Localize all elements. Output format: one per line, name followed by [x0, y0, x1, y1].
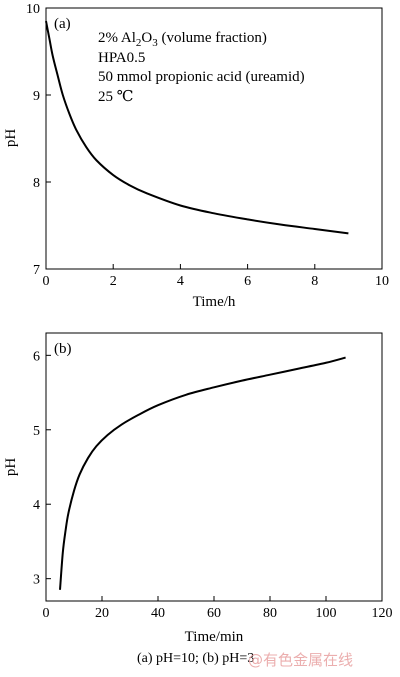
x-tick-label-a: 8 — [311, 274, 318, 289]
panel-label-a: (a) — [54, 16, 71, 32]
annotation-alumina-suffix: (volume fraction) — [158, 30, 267, 46]
x-tick-label-b: 0 — [43, 606, 50, 621]
annotation-alumina-prefix: 2% Al — [98, 30, 136, 46]
x-tick-label-a: 10 — [375, 274, 389, 289]
x-tick-label-b: 80 — [263, 606, 277, 621]
panel-b: 0 20 40 60 80 100 120 3 4 5 6 (b) Time/min pH — [3, 332, 393, 645]
annotation-line-4: 25 ℃ — [98, 89, 134, 105]
annotation-alumina-mid: O — [141, 30, 152, 46]
series-line-a — [45, 20, 349, 235]
y-tick-label-a: 9 — [33, 89, 40, 104]
y-axis-label-b: pH — [3, 458, 19, 477]
annotation-alumina-sub2: 3 — [152, 37, 158, 49]
x-tick-label-a: 4 — [177, 274, 184, 289]
watermark: @有色金属在线 — [248, 651, 354, 669]
annotation-alumina: 2% Al2O3 (volume fraction) — [98, 30, 267, 49]
ticks-b: 0 20 40 60 80 100 120 3 4 5 6 — [33, 349, 393, 621]
x-tick-label-a: 0 — [43, 274, 50, 289]
series-line-b — [59, 356, 346, 590]
y-tick-label-b: 4 — [33, 498, 40, 513]
plot-frame-a — [45, 7, 383, 270]
x-tick-label-b: 20 — [95, 606, 109, 621]
x-axis-label-a: Time/h — [193, 294, 236, 310]
plot-frame-b — [45, 332, 383, 602]
annotation-alumina-sub1: 2 — [136, 37, 142, 49]
x-axis-label-b: Time/min — [185, 629, 244, 645]
y-tick-label-a: 10 — [26, 2, 40, 17]
x-tick-label-a: 2 — [110, 274, 117, 289]
panel-label-b: (b) — [54, 341, 72, 357]
x-tick-label-b: 60 — [207, 606, 221, 621]
x-tick-label-a: 6 — [244, 274, 251, 289]
x-tick-label-b: 40 — [151, 606, 165, 621]
x-tick-label-b: 120 — [372, 606, 393, 621]
y-tick-label-b: 5 — [33, 424, 40, 439]
y-tick-label-a: 8 — [33, 176, 40, 191]
x-tick-label-b: 100 — [316, 606, 337, 621]
y-tick-label-b: 6 — [33, 349, 40, 364]
y-axis-label-a: pH — [3, 129, 19, 148]
figure-caption: (a) pH=10; (b) pH=3 — [137, 651, 255, 666]
ticks-a: 0 2 4 6 8 10 7 8 9 10 — [26, 2, 389, 289]
annotation-line-3: 50 mmol propionic acid (ureamid) — [98, 69, 305, 85]
y-tick-label-a: 7 — [33, 263, 40, 278]
y-tick-label-b: 3 — [33, 573, 40, 588]
annotation-line-2: HPA0.5 — [98, 50, 145, 66]
